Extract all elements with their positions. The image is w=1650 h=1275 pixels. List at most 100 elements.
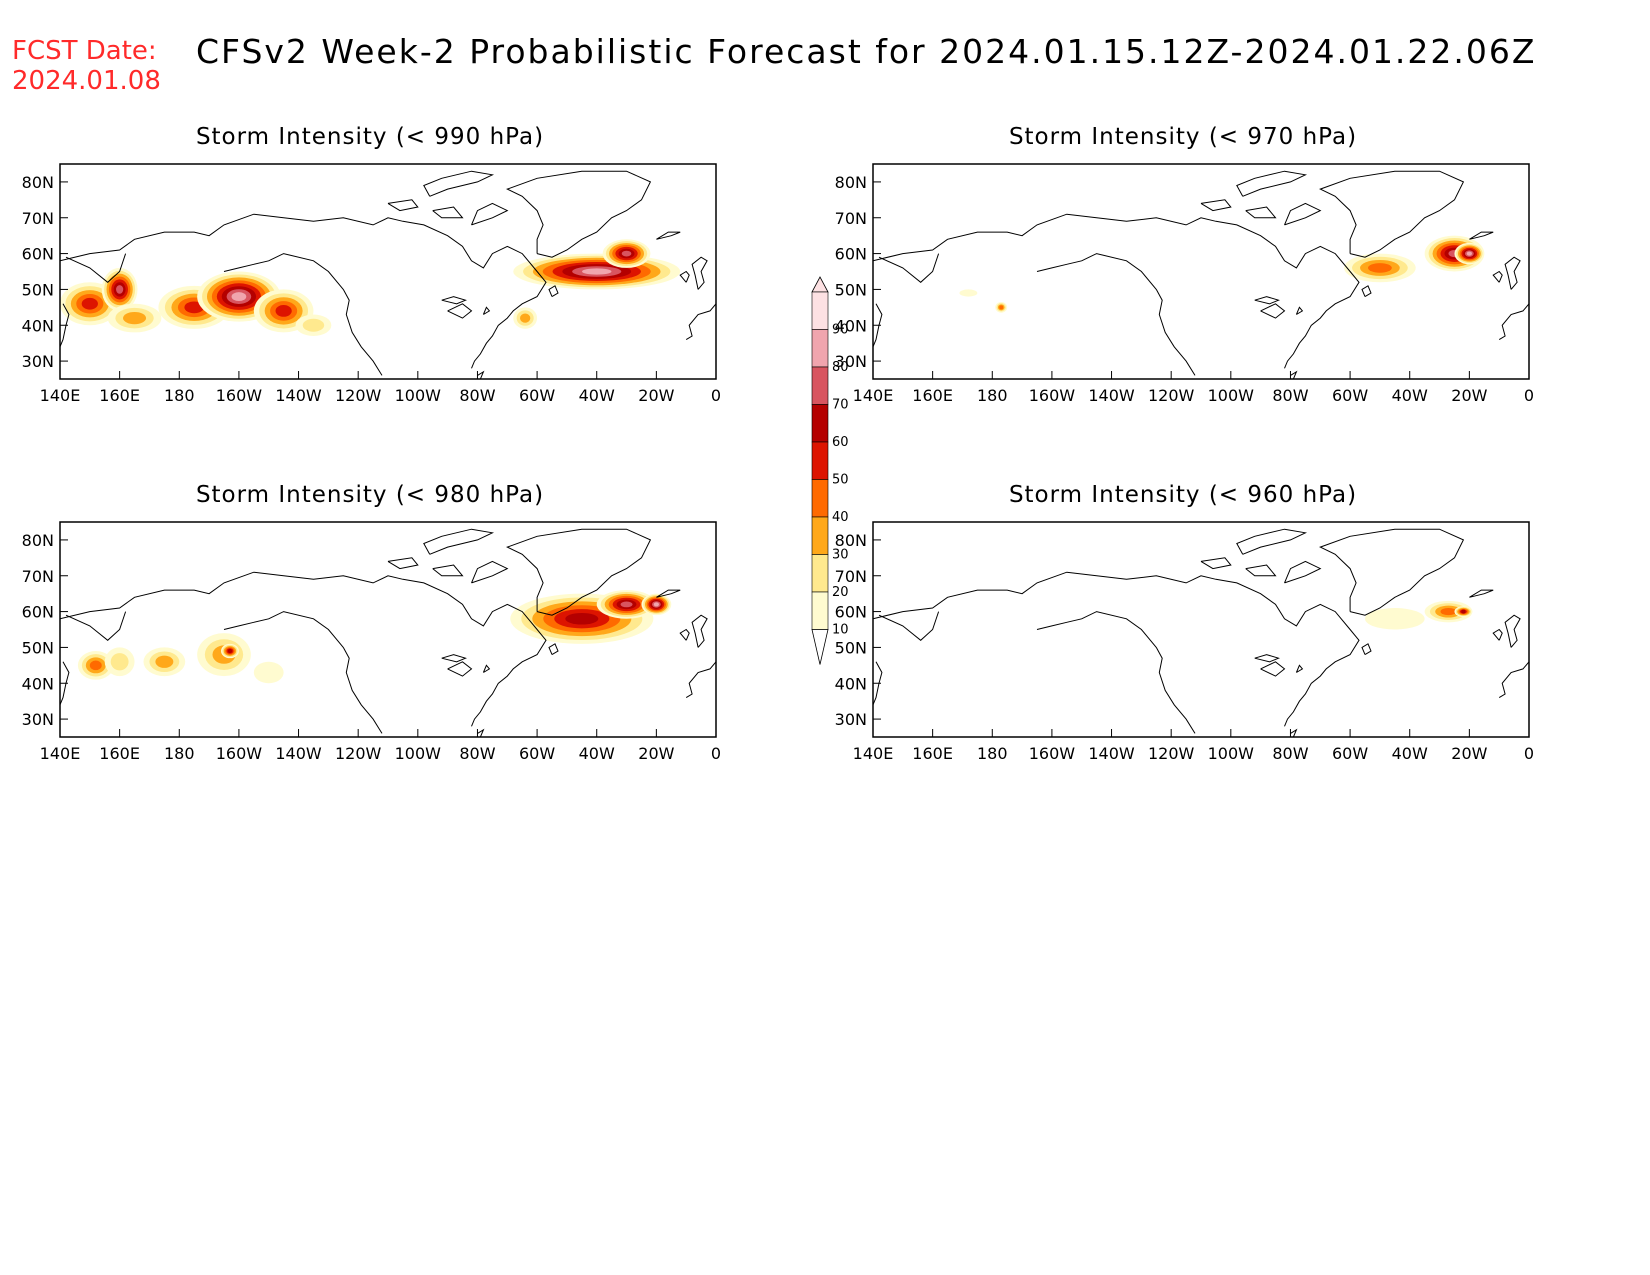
lat-tick-label: 30N (835, 710, 867, 729)
lon-tick-label: 140W (1088, 744, 1135, 763)
lat-tick-label: 70N (22, 209, 54, 228)
lon-tick-label: 100W (1208, 386, 1255, 405)
coastline (873, 213, 1360, 369)
map-panel-980: Storm Intensity (< 980 hPa) 140E 160E 180 1… (20, 482, 740, 782)
coastline (1236, 170, 1308, 197)
color-legend: 90 80 70 60 50 40 30 20 10 (811, 276, 849, 665)
coastline (1155, 647, 1196, 734)
coastline (656, 589, 681, 598)
coastline (1295, 306, 1304, 315)
probability-contour (959, 289, 978, 297)
coastline (423, 170, 495, 197)
coastline (1469, 589, 1494, 598)
coastline (506, 170, 652, 258)
lat-tick-label: 70N (22, 567, 54, 586)
lat-tick-label: 80N (835, 173, 867, 192)
coastline (60, 213, 547, 369)
probability-field (1365, 600, 1473, 630)
lat-tick-label: 80N (835, 531, 867, 550)
probability-field (77, 590, 672, 684)
probability-field (959, 235, 1485, 313)
coastline (387, 199, 419, 212)
coastline (441, 296, 468, 305)
map-frame (59, 521, 717, 738)
colorbar-swatch (811, 591, 829, 630)
colorbar-label: 80 (832, 360, 849, 375)
lat-tick-label: 80N (22, 173, 54, 192)
lat-tick-label: 40N (835, 674, 867, 693)
coastline (342, 647, 383, 734)
coastline (60, 571, 547, 727)
lon-tick-label: 0 (1524, 744, 1534, 763)
lat-tick-label: 50N (22, 280, 54, 299)
lat-tick-label: 50N (835, 638, 867, 657)
coastline (1036, 611, 1157, 648)
coastline (342, 289, 383, 376)
lon-tick-label: 160W (1029, 744, 1076, 763)
lon-tick-label: 120W (335, 386, 382, 405)
coastlines (873, 170, 1529, 379)
panel-title: Storm Intensity (< 990 hPa) (195, 124, 545, 150)
coastline (482, 306, 491, 315)
map-panel-990: Storm Intensity (< 990 hPa) 140E 160E 180 1… (20, 124, 740, 424)
lon-tick-label: 40W (579, 744, 615, 763)
colorbar-swatch (811, 516, 829, 555)
lon-tick-label: 160W (216, 386, 263, 405)
lon-tick-label: 40W (1392, 386, 1428, 405)
coastline (471, 202, 509, 226)
probability-contour (89, 660, 102, 671)
colorbar-label: 90 (832, 323, 849, 338)
lat-tick-label: 30N (22, 710, 54, 729)
colorbar-label: 20 (832, 585, 849, 600)
colorbar-bottom-arrow (811, 629, 829, 665)
probability-contour (275, 305, 292, 317)
lon-tick-label: 80W (459, 744, 495, 763)
probability-contour (227, 649, 233, 653)
coastline (477, 728, 485, 737)
coastline (423, 528, 495, 555)
panel-title: Storm Intensity (< 980 hPa) (195, 482, 545, 508)
coastline (482, 664, 491, 673)
lon-tick-label: 20W (638, 386, 674, 405)
lon-tick-label: 0 (1524, 386, 1534, 405)
lon-tick-label: 140W (275, 744, 322, 763)
coastline (1260, 661, 1286, 677)
lat-tick-label: 80N (22, 531, 54, 550)
coastline (1245, 564, 1277, 577)
coastline (1361, 643, 1372, 656)
colorbar-label: 50 (832, 473, 849, 488)
lon-tick-label: 160W (1029, 386, 1076, 405)
probability-contour (302, 318, 325, 332)
coastline (1498, 303, 1529, 341)
colorbar-label: 10 (832, 623, 849, 638)
coastline (1504, 256, 1521, 290)
lon-tick-label: 100W (395, 744, 442, 763)
coastline (1492, 270, 1503, 283)
coastline (1319, 528, 1465, 616)
coastline (477, 370, 485, 379)
coastline (679, 270, 690, 283)
lon-tick-label: 120W (335, 744, 382, 763)
lat-tick-label: 50N (835, 280, 867, 299)
coastline (1361, 285, 1372, 298)
probability-field (60, 239, 681, 336)
lon-tick-label: 160W (216, 744, 263, 763)
coastline (1284, 560, 1322, 584)
coastline (1200, 199, 1232, 212)
lat-tick-label: 50N (22, 638, 54, 657)
lon-tick-label: 40W (1392, 744, 1428, 763)
probability-contour (81, 297, 98, 310)
coastline (1155, 289, 1196, 376)
coastline (691, 256, 708, 290)
lon-tick-label: 100W (395, 386, 442, 405)
probability-contour (110, 653, 129, 671)
lon-tick-label: 180 (977, 386, 1008, 405)
lon-tick-label: 140E (40, 386, 81, 405)
lat-tick-label: 60N (835, 603, 867, 622)
probability-contour (621, 250, 632, 257)
lon-tick-label: 120W (1148, 744, 1195, 763)
coastline (432, 206, 464, 219)
lon-tick-label: 20W (1451, 386, 1487, 405)
probability-contour (565, 612, 599, 625)
lon-tick-label: 160E (99, 386, 140, 405)
